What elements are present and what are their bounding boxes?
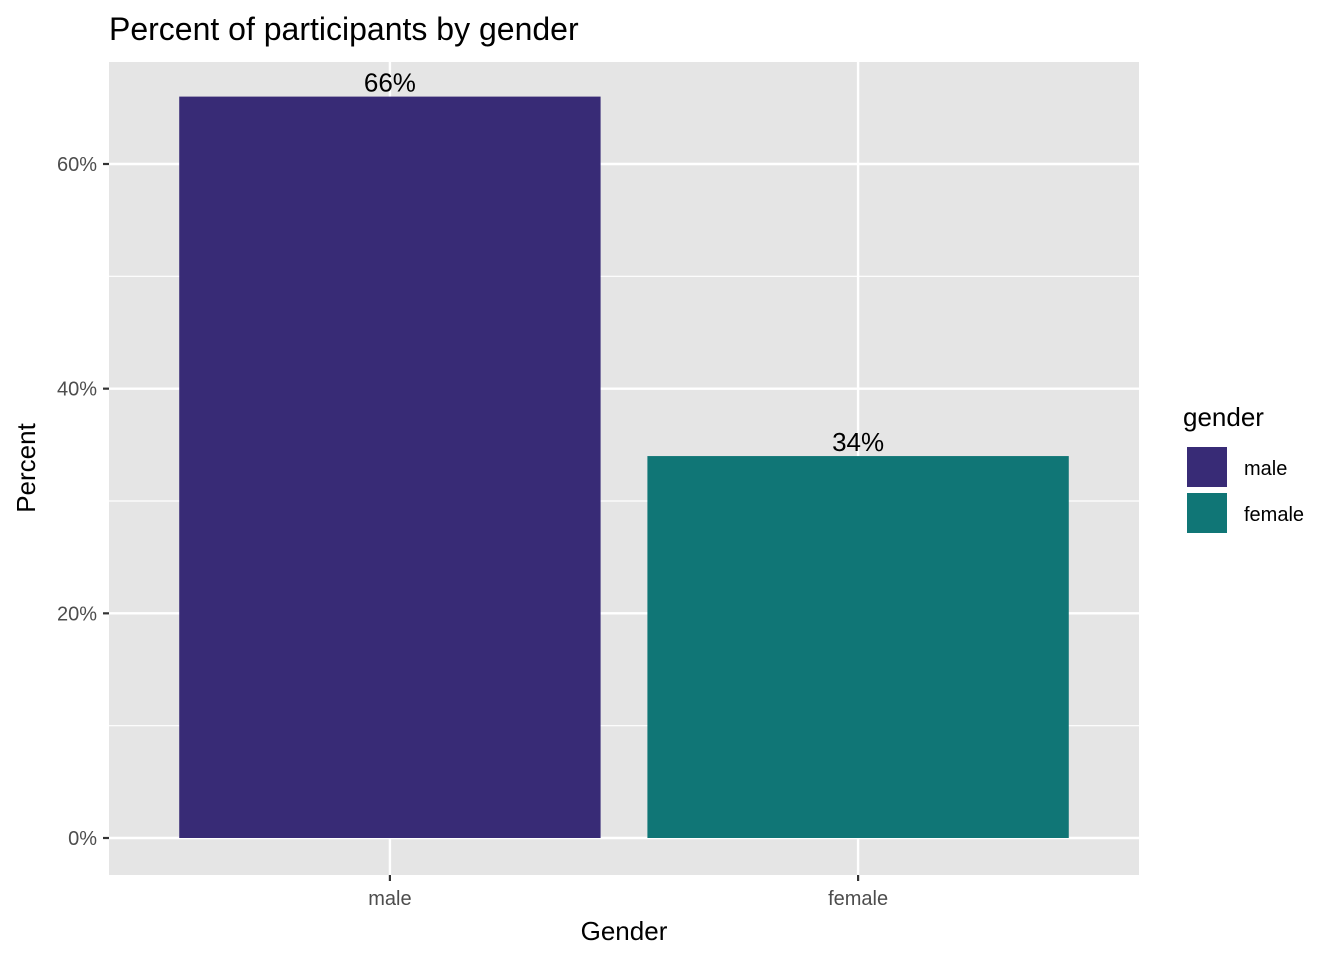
legend-swatch-female bbox=[1187, 493, 1227, 533]
x-tick-label-female: female bbox=[828, 888, 888, 910]
legend-title: gender bbox=[1183, 402, 1264, 432]
data-label-female: 34% bbox=[832, 427, 884, 457]
legend: gender male female bbox=[1183, 402, 1304, 535]
y-axis: 0% 20% 40% 60% bbox=[57, 154, 109, 850]
x-axis-title: Gender bbox=[581, 916, 668, 946]
data-label-male: 66% bbox=[364, 68, 416, 98]
chart-title: Percent of participants by gender bbox=[109, 11, 579, 47]
legend-label-female: female bbox=[1244, 504, 1304, 526]
y-tick-label: 20% bbox=[57, 603, 97, 625]
x-axis: male female bbox=[368, 875, 888, 910]
data-labels: 66% 34% bbox=[364, 68, 884, 457]
legend-swatch-male bbox=[1187, 447, 1227, 487]
bar-male bbox=[179, 96, 601, 839]
x-tick-label-male: male bbox=[368, 888, 411, 910]
y-tick-label: 0% bbox=[68, 828, 97, 850]
bar-female bbox=[647, 456, 1069, 838]
y-axis-title: Percent bbox=[11, 422, 41, 512]
y-tick-label: 40% bbox=[57, 379, 97, 401]
legend-label-male: male bbox=[1244, 458, 1287, 480]
bars bbox=[179, 96, 1069, 839]
y-tick-label: 60% bbox=[57, 154, 97, 176]
